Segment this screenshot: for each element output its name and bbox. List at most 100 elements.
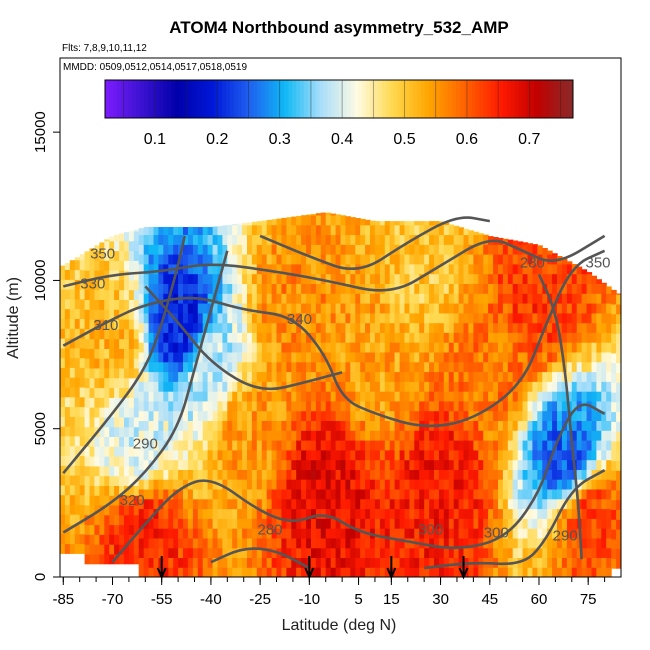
- heatmap-cell: [320, 440, 327, 451]
- heatmap-cell: [247, 322, 253, 333]
- heatmap-cell: [119, 504, 125, 516]
- heatmap-cell: [507, 283, 514, 294]
- heatmap-cell: [128, 240, 135, 252]
- heatmap-cell: [345, 537, 351, 549]
- heatmap-cell: [187, 227, 194, 235]
- heatmap-cell: [601, 528, 607, 539]
- heatmap-cell: [261, 322, 268, 333]
- heatmap-cell: [84, 504, 91, 516]
- heatmap-cell: [158, 283, 164, 294]
- heatmap-cell: [89, 397, 95, 408]
- heatmap-cell: [325, 440, 332, 451]
- heatmap-cell: [552, 342, 558, 353]
- heatmap-cell: [473, 254, 479, 265]
- heatmap-cell: [192, 498, 199, 510]
- heatmap-cell: [183, 557, 189, 568]
- heatmap-cell: [291, 293, 297, 304]
- heatmap-cell: [251, 508, 258, 519]
- contour-lines: [62, 216, 606, 570]
- heatmap-cell: [537, 283, 543, 294]
- heatmap-cell: [399, 263, 406, 275]
- heatmap-cell: [311, 234, 317, 245]
- heatmap-cell: [345, 351, 351, 363]
- heatmap-cell: [606, 498, 612, 510]
- heatmap-cell: [547, 518, 553, 529]
- heatmap-cell: [296, 469, 302, 480]
- heatmap-cell: [296, 244, 302, 255]
- heatmap-cell: [104, 367, 110, 379]
- heatmap-cell: [374, 537, 381, 549]
- heatmap-cell: [571, 420, 578, 431]
- heatmap-cell: [355, 381, 361, 392]
- heatmap-cell: [542, 371, 548, 382]
- heatmap-cell: [281, 508, 287, 519]
- heatmap-cell: [256, 342, 263, 353]
- heatmap-cell: [104, 250, 110, 261]
- heatmap-cell: [606, 322, 612, 333]
- colorbar-segment: [444, 80, 449, 118]
- heatmap-cell: [291, 351, 297, 363]
- heatmap-cell: [128, 309, 135, 320]
- heatmap-cell: [291, 508, 297, 519]
- heatmap-cell: [350, 391, 356, 402]
- heatmap-cell: [537, 567, 543, 577]
- heatmap-cell: [374, 420, 381, 431]
- heatmap-cell: [448, 224, 455, 236]
- heatmap-cell: [187, 303, 194, 314]
- heatmap-cell: [94, 279, 100, 291]
- heatmap-cell: [271, 537, 278, 549]
- heatmap-cell: [463, 263, 469, 275]
- heatmap-cell: [355, 508, 361, 519]
- heatmap-cell: [409, 312, 415, 324]
- x-tick-label: -25: [249, 591, 271, 608]
- heatmap-cell: [232, 518, 238, 529]
- heatmap-cell: [483, 244, 489, 255]
- heatmap-cell: [69, 514, 76, 525]
- heatmap-cell: [222, 342, 228, 353]
- heatmap-cell: [197, 273, 204, 284]
- heatmap-cell: [242, 430, 248, 441]
- contour-line: [424, 469, 606, 570]
- heatmap-cell: [394, 361, 401, 373]
- heatmap-cell: [389, 488, 396, 500]
- heatmap-cell: [566, 528, 573, 539]
- colorbar-segment: [315, 80, 320, 118]
- heatmap-cell: [502, 567, 509, 577]
- heatmap-cell: [60, 377, 66, 388]
- heatmap-cell: [237, 547, 243, 558]
- colorbar-segment: [307, 80, 313, 118]
- heatmap-cell: [399, 361, 406, 373]
- heatmap-cell: [591, 391, 597, 402]
- heatmap-cell: [458, 273, 465, 284]
- heatmap-cell: [251, 351, 258, 363]
- heatmap-cell: [153, 557, 159, 568]
- colorbar-segment: [346, 80, 352, 118]
- heatmap-cell: [611, 460, 617, 471]
- heatmap-cell: [84, 367, 91, 379]
- heatmap-cell: [532, 459, 538, 470]
- heatmap-cell: [143, 479, 150, 490]
- heatmap-cell: [596, 312, 602, 324]
- colorbar-segment: [268, 80, 274, 118]
- heatmap-cell: [537, 420, 543, 431]
- heatmap-cell: [74, 298, 81, 310]
- heatmap-cell: [60, 533, 66, 545]
- heatmap-cell: [261, 400, 268, 412]
- heatmap-cell: [242, 508, 248, 519]
- heatmap-cell: [148, 283, 155, 294]
- heatmap-cell: [399, 332, 406, 343]
- colorbar-segment: [218, 80, 223, 118]
- heatmap-cell: [616, 499, 621, 510]
- heatmap-cell: [547, 430, 553, 441]
- heatmap-cell: [365, 508, 371, 519]
- heatmap-cell: [242, 488, 248, 500]
- heatmap-cell: [84, 534, 91, 545]
- heatmap-cell: [512, 449, 519, 461]
- colorbar-segment: [147, 80, 153, 118]
- heatmap-cell: [306, 518, 312, 529]
- heatmap-cell: [178, 557, 184, 568]
- heatmap-cell: [325, 293, 332, 304]
- heatmap-cell: [438, 244, 445, 255]
- heatmap-cell: [128, 465, 135, 477]
- heatmap-cell: [79, 416, 86, 427]
